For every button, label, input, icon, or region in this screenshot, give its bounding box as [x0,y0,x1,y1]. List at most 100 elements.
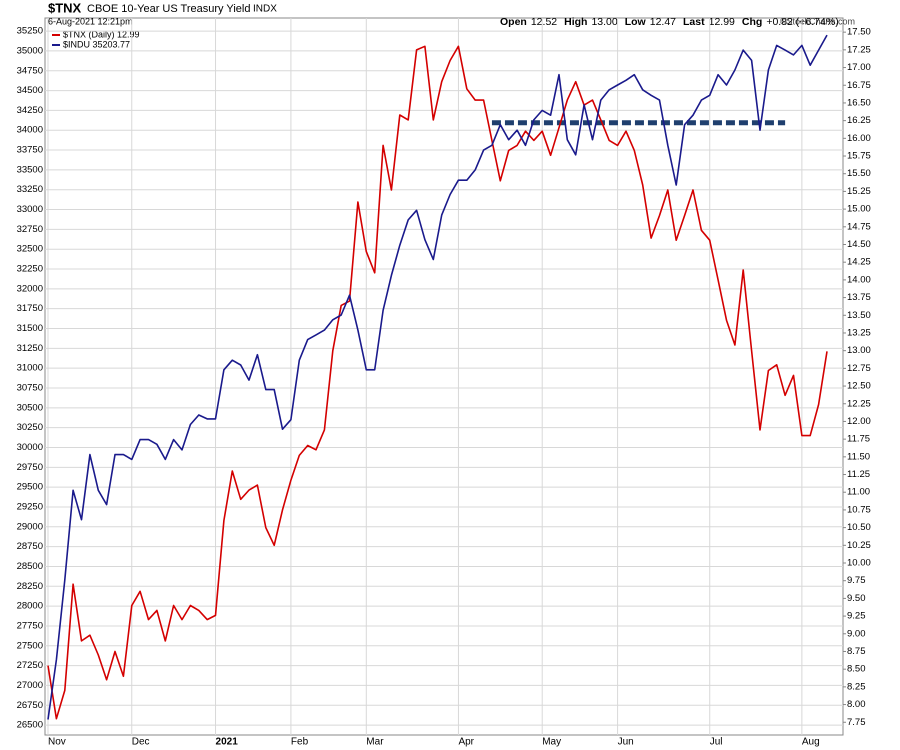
y2-tick-label: 8.75 [847,646,866,657]
quote-label: Open [500,16,527,28]
quote-label: Low [625,16,647,28]
y2-tick-label: 13.50 [847,310,871,321]
y2-tick-label: 11.00 [847,487,870,498]
y-tick-label: 27250 [17,660,43,671]
y-tick-label: 30250 [17,422,43,433]
symbol: $TNX [48,0,82,15]
y-tick-label: 34250 [17,105,43,116]
y2-tick-label: 11.75 [847,434,870,445]
x-tick-label: 2021 [216,737,239,748]
y-tick-label: 29250 [17,501,43,512]
quote: Open 12.52 High 13.00 Low 12.47 Last 12.99 Chg +0… [500,16,839,28]
y2-tick-label: 9.00 [847,628,866,639]
y-tick-label: 33500 [17,164,43,175]
quote-label: Last [683,16,705,28]
y-tick-label: 32500 [17,244,43,255]
y-tick-label: 29750 [17,462,43,473]
y2-tick-label: 13.75 [847,292,871,303]
y-tick-label: 27750 [17,620,43,631]
y-tick-label: 33250 [17,184,43,195]
y-tick-label: 28250 [17,581,43,592]
legend: $TNX (Daily) 12.99$INDU 35203.77 [52,29,140,49]
y2-tick-label: 7.75 [847,717,866,728]
y-tick-label: 31000 [17,363,43,374]
y2-tick-label: 9.50 [847,593,866,604]
quote-label: High [564,16,587,28]
x-tick-label: Apr [458,737,474,748]
y2-tick-label: 10.75 [847,504,871,515]
y2-tick-label: 10.00 [847,558,871,569]
date: 6-Aug-2021 12:21pm [48,16,133,26]
y-tick-label: 32000 [17,283,43,294]
y2-tick-label: 13.25 [847,327,871,338]
y2-tick-label: 8.00 [847,699,866,710]
y2-tick-label: 15.00 [847,204,871,215]
quote-value: 12.47 [650,16,676,28]
y2-tick-label: 16.25 [847,115,871,126]
x-tick-label: Feb [291,737,309,748]
y-tick-label: 34000 [17,125,43,136]
y2-tick-label: 16.00 [847,133,871,144]
y-tick-label: 30000 [17,442,43,453]
y-tick-label: 31500 [17,323,43,334]
y2-tick-label: 14.25 [847,257,871,268]
y-tick-label: 28500 [17,561,43,572]
quote-label: Chg [742,16,762,28]
x-tick-label: Mar [366,737,384,748]
y-tick-label: 28750 [17,541,43,552]
x-tick-label: May [542,737,561,748]
x-tick-label: Nov [48,737,66,748]
y-tick-label: 32750 [17,224,43,235]
y2-tick-label: 12.50 [847,381,871,392]
y-tick-label: 29500 [17,482,43,493]
y-tick-label: 30500 [17,402,43,413]
y2-tick-label: 15.25 [847,186,871,197]
y2-tick-label: 14.75 [847,221,871,232]
quote-value: 13.00 [591,16,617,28]
y-tick-label: 33000 [17,204,43,215]
y2-tick-label: 16.50 [847,97,871,108]
y-tick-label: 35000 [17,45,43,56]
y-tick-label: 34750 [17,65,43,76]
y2-tick-label: 14.00 [847,274,871,285]
y2-tick-label: 17.25 [847,44,871,55]
x-tick-label: Dec [132,737,150,748]
y2-tick-label: 10.50 [847,522,871,533]
quote-value: +0.82 (+6.74%) [766,16,838,28]
y-tick-label: 26750 [17,700,43,711]
series-line [47,34,828,720]
exchange: INDX [253,4,277,15]
credit: ©StockCharts.com [780,16,855,26]
x-tick-label: Jul [710,737,723,748]
y-tick-label: 27000 [17,680,43,691]
y2-tick-label: 8.25 [847,681,866,692]
quote-value: 12.99 [709,16,735,28]
y2-tick-label: 12.75 [847,363,871,374]
legend-label: $TNX (Daily) 12.99 [63,29,140,39]
description: CBOE 10-Year US Treasury Yield [87,3,250,15]
x-tick-label: Aug [802,737,820,748]
y-tick-label: 35250 [17,26,43,37]
legend-label: $INDU 35203.77 [63,39,130,49]
y2-tick-label: 14.50 [847,239,871,250]
series-line [47,45,828,720]
y-tick-label: 29000 [17,521,43,532]
x-tick-label: Jun [618,737,634,748]
y2-tick-label: 15.75 [847,151,871,162]
y2-tick-label: 8.50 [847,664,866,675]
plot-frame [44,17,844,736]
y-tick-label: 33750 [17,145,43,156]
grid [45,18,843,735]
y-tick-label: 26500 [17,720,43,731]
y-tick-label: 28000 [17,601,43,612]
y2-tick-label: 11.25 [847,469,870,480]
y2-tick-label: 9.25 [847,611,866,622]
y-tick-label: 34500 [17,85,43,96]
y2-tick-label: 12.25 [847,398,871,409]
y2-tick-label: 17.50 [847,27,871,38]
y2-tick-label: 10.25 [847,540,871,551]
y-tick-label: 31750 [17,303,43,314]
quote-value: 12.52 [531,16,557,28]
y2-tick-label: 16.75 [847,80,871,91]
